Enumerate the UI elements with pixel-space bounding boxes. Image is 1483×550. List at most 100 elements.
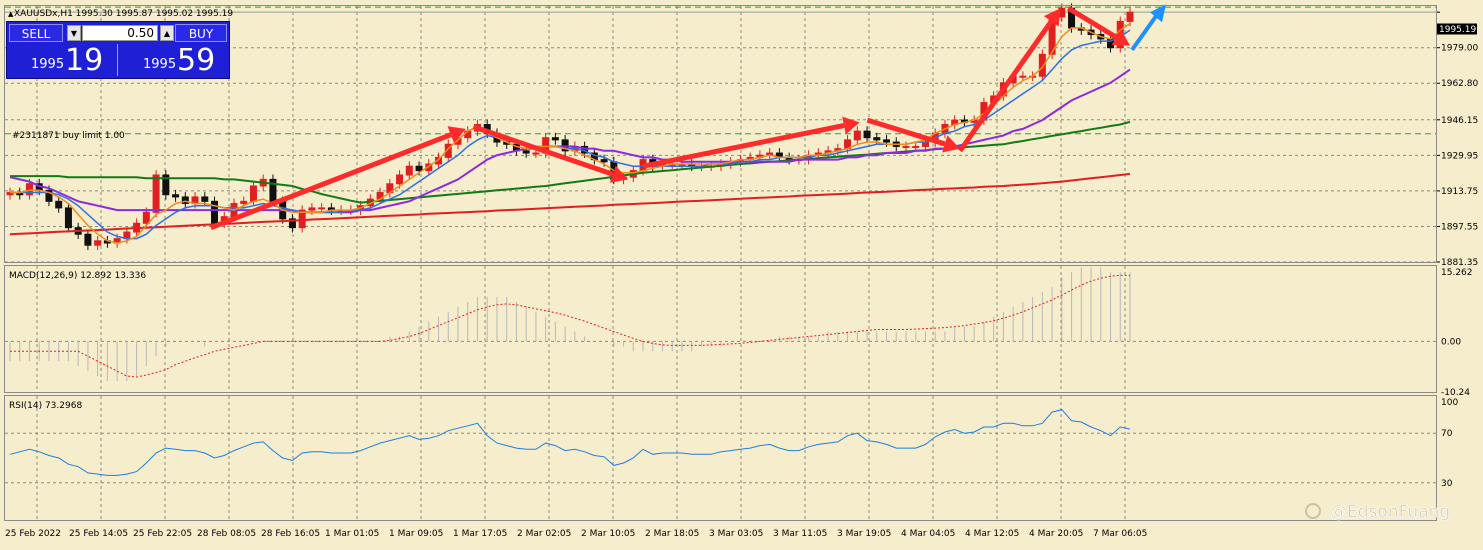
candle-body [240,200,248,205]
x-tick-label: 3 Mar 03:05 [709,529,763,539]
trend-arrow-head [1111,29,1130,46]
y-tick-label: 1929.95 [1441,151,1478,161]
candle-body [64,207,72,229]
ma-fast-line [10,22,1131,244]
macd-panel-frame [4,265,1437,393]
candle-body [201,196,209,202]
trend-arrow-head [447,126,466,144]
x-tick-label: 3 Mar 11:05 [773,529,827,539]
y-tick-label: 1897.55 [1441,222,1478,232]
bid-price-prefix: 1995 [31,57,65,72]
candle-body [415,165,423,172]
candle-body [863,130,871,139]
candle-body [249,185,257,202]
header-triangle-icon: ▲ [8,10,14,18]
y-tick-label: 1913.75 [1441,187,1478,197]
x-tick-label: 28 Feb 16:05 [261,529,320,539]
candle-body [172,194,180,198]
candle-body [1019,75,1027,78]
candle-body [152,174,160,213]
candle-body [600,159,608,163]
trend-arrow-head [609,165,628,183]
x-tick-label: 2 Mar 10:05 [581,529,635,539]
watermark-logo-icon [1305,503,1321,519]
x-tick-label: 4 Mar 20:05 [1029,529,1083,539]
current-price-label: 1995.19 [1439,25,1476,35]
rsi-line [9,409,1131,476]
x-tick-label: 4 Mar 04:05 [901,529,955,539]
y-tick-label: 0.00 [1441,337,1461,347]
y-tick-label: 1979.00 [1441,44,1478,54]
trend-arrow-head [842,116,860,135]
x-tick-label: 25 Feb 14:05 [69,529,128,539]
x-tick-label: 1 Mar 01:05 [325,529,379,539]
trend-arrow [642,123,845,169]
macd-signal-line [10,274,1131,378]
candle-body [522,150,530,154]
candle-body [318,207,326,210]
lot-increase-icon[interactable]: ▲ [160,25,174,41]
symbol-header: XAUUSDx,H1 1995.30 1995.87 1995.02 1995.… [14,9,233,19]
y-tick-label: -10.24 [1441,388,1470,398]
ask-price[interactable]: 1995 59 [119,43,227,78]
lot-size-input[interactable] [82,25,158,41]
candle-body [396,174,404,185]
ma-200-line [9,172,1131,236]
buy-button[interactable]: BUY [175,24,227,42]
sell-button[interactable]: SELL [9,24,63,42]
candle-body [298,209,306,229]
candle-body [532,152,540,155]
macd-title: MACD(12,26,9) 12.892 13.336 [9,271,146,281]
x-tick-label: 2 Mar 18:05 [645,529,699,539]
projection-arrow-head [1150,4,1166,23]
bid-price-pips: 19 [65,43,104,78]
watermark: @EdsonFuang [1330,502,1450,522]
candle-body [561,139,569,152]
candle-body [1126,11,1134,22]
order-label: #2311871 buy limit 1.00 [12,131,125,141]
rsi-title: RSI(14) 73.2968 [9,401,82,411]
main-panel-frame [4,5,1437,263]
candle-body [142,211,150,224]
bid-price[interactable]: 1995 19 [7,43,115,78]
x-tick-label: 1 Mar 17:05 [453,529,507,539]
candle-body [551,137,559,141]
y-tick-label: 100 [1441,398,1458,408]
candle-body [405,165,413,176]
y-tick-label: 70 [1441,429,1453,439]
candle-body [308,207,316,211]
projection-arrow [1130,15,1158,52]
x-tick-label: 25 Feb 2022 [5,529,61,539]
x-tick-label: 1 Mar 09:05 [389,529,443,539]
candle-body [435,156,443,165]
y-tick-label: 1881.35 [1441,258,1478,268]
ask-price-pips: 59 [177,43,216,78]
candle-body [84,233,92,246]
trend-arrow [958,19,1054,153]
one-click-trade-panel: SELL ▼ ▲ BUY 1995 19 1995 59 [6,21,230,79]
candle-body [55,200,63,209]
lot-decrease-icon[interactable]: ▼ [67,25,81,41]
trend-arrow-head [1043,8,1061,27]
candle-body [902,145,910,148]
candle-body [181,196,189,205]
trend-arrow [472,124,614,177]
ask-price-prefix: 1995 [143,57,177,72]
candle-body [444,143,452,158]
candle-body [853,130,861,141]
candle-body [288,218,296,229]
candle-body [94,240,102,246]
y-tick-label: 30 [1441,479,1453,489]
y-tick-label: 1962.80 [1441,79,1478,89]
trend-arrow [209,132,452,230]
candle-body [25,183,33,196]
x-tick-label: 25 Feb 22:05 [133,529,192,539]
candle-body [211,200,219,224]
rsi-panel-frame [4,395,1437,521]
x-tick-label: 28 Feb 08:05 [197,529,256,539]
x-tick-label: 2 Mar 02:05 [517,529,571,539]
candle-body [425,163,433,172]
price-divider [117,44,118,76]
